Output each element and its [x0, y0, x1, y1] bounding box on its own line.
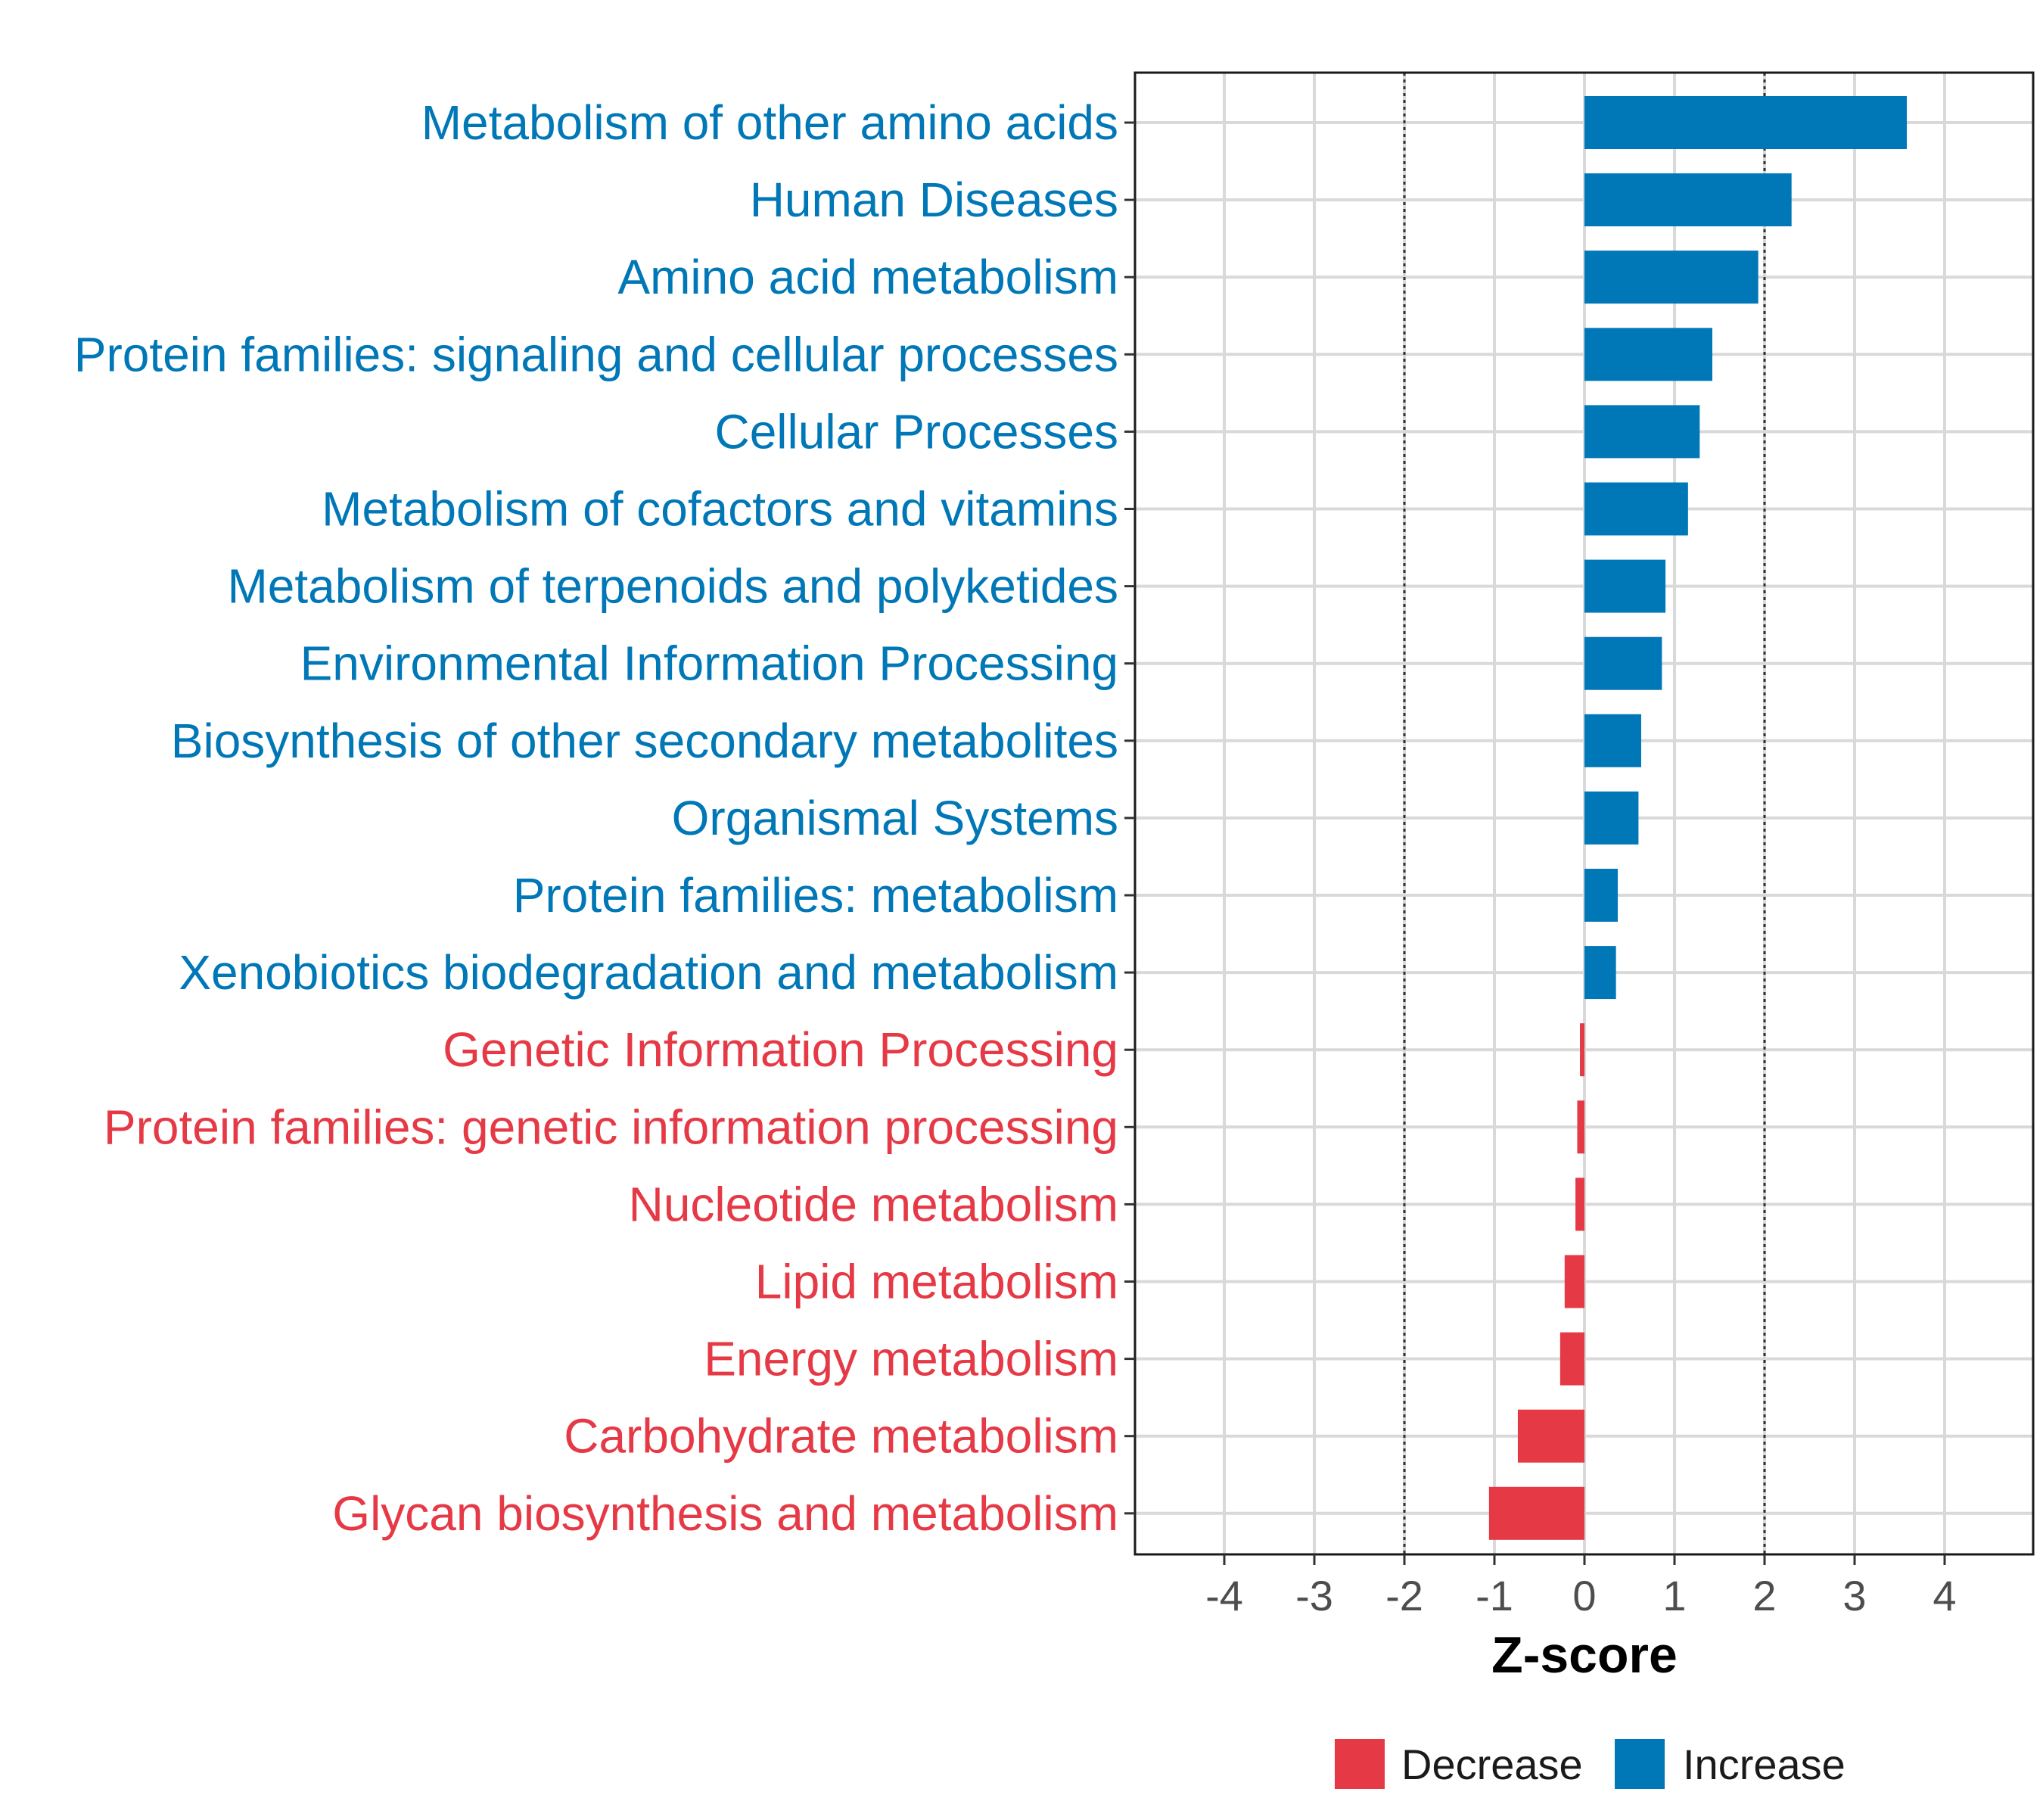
category-label: Genetic Information Processing — [443, 1022, 1118, 1077]
bar — [1584, 328, 1712, 381]
bar — [1584, 869, 1619, 922]
bar — [1584, 173, 1792, 227]
category-label: Lipid metabolism — [755, 1255, 1118, 1309]
x-tick-label: 2 — [1752, 1572, 1776, 1619]
legend-swatch-decrease — [1335, 1739, 1385, 1789]
bar — [1584, 636, 1662, 690]
y-axis: Metabolism of other amino acids Human Dis… — [74, 95, 1135, 1541]
legend-swatch-increase — [1615, 1739, 1665, 1789]
category-label: Organismal Systems — [672, 791, 1118, 845]
x-tick-label: -1 — [1476, 1572, 1513, 1619]
bar — [1517, 1409, 1584, 1463]
bar — [1577, 1100, 1584, 1154]
bar — [1584, 946, 1616, 1000]
category-label: Protein families: metabolism — [513, 868, 1118, 922]
x-tick-label: -2 — [1385, 1572, 1423, 1619]
legend: Decrease Increase — [1335, 1739, 1846, 1789]
bar — [1488, 1486, 1584, 1540]
bar — [1584, 559, 1666, 613]
x-tick-label: -3 — [1295, 1572, 1333, 1619]
bar — [1584, 96, 1908, 149]
category-label: Cellular Processes — [714, 404, 1118, 459]
bar — [1584, 714, 1641, 767]
legend-label-decrease: Decrease — [1401, 1741, 1583, 1788]
category-label: Amino acid metabolism — [617, 250, 1118, 304]
reference-lines — [1403, 73, 1766, 1554]
bar — [1564, 1255, 1584, 1308]
bars — [1488, 96, 1908, 1540]
category-label: Biosynthesis of other secondary metaboli… — [171, 714, 1118, 768]
x-tick-label: -4 — [1205, 1572, 1243, 1619]
bar — [1575, 1178, 1584, 1231]
bar — [1559, 1332, 1584, 1386]
category-label: Human Diseases — [750, 173, 1118, 227]
category-label: Protein families: signaling and cellular… — [74, 327, 1118, 381]
category-label: Environmental Information Processing — [300, 636, 1118, 691]
category-label: Metabolism of other amino acids — [421, 95, 1118, 150]
bar — [1580, 1023, 1584, 1077]
category-label: Nucleotide metabolism — [629, 1177, 1118, 1231]
x-tick-label: 3 — [1842, 1572, 1866, 1619]
x-axis-title: Z-score — [1491, 1626, 1678, 1684]
legend-label-increase: Increase — [1683, 1741, 1846, 1788]
bar — [1584, 250, 1758, 304]
x-tick-label: 1 — [1662, 1572, 1686, 1619]
category-label: Metabolism of terpenoids and polyketides — [227, 559, 1118, 614]
bar — [1584, 405, 1700, 459]
category-label: Energy metabolism — [704, 1332, 1118, 1386]
category-label: Xenobiotics biodegradation and metabolis… — [179, 945, 1118, 1000]
bar — [1584, 482, 1688, 536]
category-label: Glycan biosynthesis and metabolism — [332, 1486, 1118, 1541]
category-label: Protein families: genetic information pr… — [104, 1100, 1118, 1154]
category-label: Metabolism of cofactors and vitamins — [322, 482, 1118, 537]
x-tick-label: 0 — [1572, 1572, 1596, 1619]
bar — [1584, 791, 1639, 845]
x-axis: -4 -3 -2 -1 0 1 2 3 4 — [1205, 1554, 1957, 1619]
category-label: Carbohydrate metabolism — [564, 1409, 1118, 1464]
x-tick-label: 4 — [1933, 1572, 1956, 1619]
